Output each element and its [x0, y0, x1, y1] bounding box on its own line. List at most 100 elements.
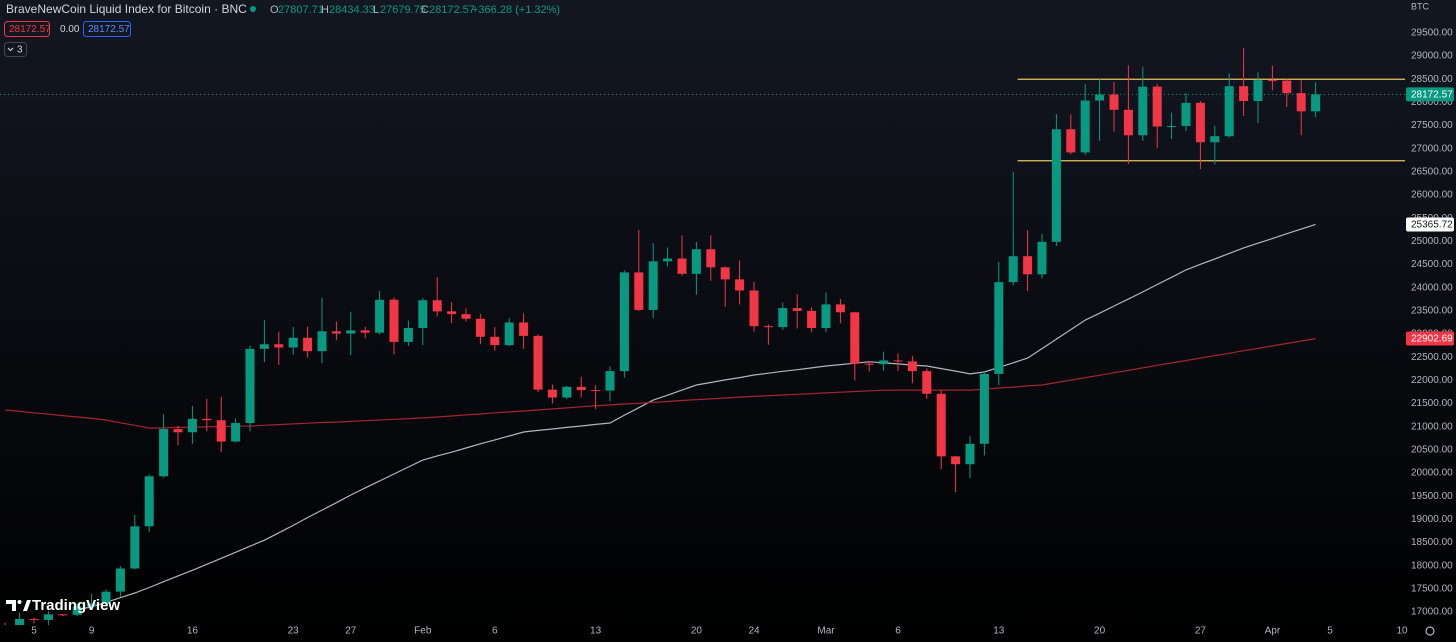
y-tick-label: 17000.00 — [1411, 607, 1453, 618]
candle-body — [447, 311, 457, 315]
plot-area — [0, 48, 1405, 625]
candle-body — [735, 279, 745, 291]
ohlc-value: 27679.75 — [380, 4, 426, 16]
price-tag-label: 22902.69 — [1411, 334, 1453, 345]
x-tick-label: 24 — [748, 626, 760, 637]
candle-body — [1181, 102, 1191, 127]
chart-title: BraveNewCoin Liquid Index for Bitcoin · … — [6, 2, 247, 16]
x-tick-label: 6 — [895, 626, 901, 637]
ohlc-label: C — [421, 4, 429, 16]
candle-body — [576, 386, 586, 391]
x-tick-label: 16 — [187, 626, 199, 637]
candle-body — [389, 299, 399, 342]
candle-body — [691, 249, 701, 274]
candle-body — [1282, 80, 1292, 94]
indicators-count[interactable]: 3 — [17, 45, 23, 56]
indicators-toggle[interactable] — [4, 42, 27, 57]
candle-body — [1123, 109, 1133, 136]
candle-body — [29, 618, 39, 620]
candle-body — [893, 360, 903, 362]
settings-icon[interactable] — [1425, 626, 1435, 636]
candle-body — [432, 300, 442, 312]
candle-body — [1224, 86, 1234, 137]
candle-body — [749, 290, 759, 327]
candle-body — [562, 386, 572, 398]
candle-body — [763, 326, 773, 328]
candle-body — [274, 344, 284, 348]
ohlc-label: L — [373, 4, 379, 16]
buy-price[interactable]: 28172.57 — [88, 24, 130, 35]
y-tick-label: 18500.00 — [1411, 537, 1453, 548]
candle-body — [187, 418, 197, 433]
x-tick-label: 13 — [993, 626, 1005, 637]
moving-average-line — [77, 223, 1316, 611]
candle-body — [835, 304, 845, 313]
candle-body — [360, 330, 370, 333]
y-tick-label: 21500.00 — [1411, 398, 1453, 409]
y-tick-label: 22500.00 — [1411, 352, 1453, 363]
x-tick-label: 27 — [1195, 626, 1207, 637]
ohlc-value: 28434.33 — [329, 4, 375, 16]
candle-body — [1195, 102, 1205, 143]
price-tag — [1406, 87, 1454, 102]
candle-body — [87, 603, 97, 607]
x-tick-label: 6 — [492, 626, 498, 637]
y-tick-label: 26000.00 — [1411, 190, 1453, 201]
candle-body — [1210, 136, 1220, 143]
candle-body — [634, 272, 644, 310]
candle-body — [778, 308, 788, 328]
candle-body — [879, 360, 889, 365]
ohlc-change: +366.28 (+1.32%) — [472, 4, 560, 16]
chevron-icon — [7, 47, 14, 52]
candle-body — [259, 344, 269, 349]
candle-body — [677, 258, 687, 274]
price-tag-label: 28172.57 — [1411, 90, 1453, 101]
x-tick-label: 27 — [345, 626, 357, 637]
sell-button[interactable] — [4, 21, 50, 37]
candle-body — [144, 476, 154, 527]
candle-body — [1066, 129, 1076, 153]
candle-body — [1239, 86, 1249, 102]
candle-body — [619, 272, 629, 372]
candle-body — [72, 606, 82, 615]
candle-body — [173, 429, 183, 433]
candle-body — [1267, 80, 1277, 82]
y-tick-label: 23500.00 — [1411, 306, 1453, 317]
candle-body — [231, 422, 241, 442]
x-tick-label: 5 — [31, 626, 37, 637]
x-tick-label: 23 — [288, 626, 300, 637]
candle-body — [792, 308, 802, 311]
candle-body — [547, 389, 557, 398]
candle-body — [303, 337, 313, 352]
candle-body — [101, 591, 111, 604]
market-status — [250, 6, 256, 12]
y-tick-label: 28500.00 — [1411, 74, 1453, 85]
candle-body — [663, 258, 673, 262]
candle-body — [519, 322, 529, 336]
candle-body — [994, 282, 1004, 374]
ohlc-label: H — [321, 4, 329, 16]
candle-body — [375, 299, 385, 333]
candle-body — [1080, 100, 1090, 153]
y-tick-label: 21000.00 — [1411, 421, 1453, 432]
price-tag — [1406, 331, 1454, 346]
sell-price[interactable]: 28172.57 — [9, 24, 51, 35]
watermark: TradingView — [6, 597, 120, 614]
logo-mark — [6, 600, 16, 611]
logo-mark — [23, 600, 31, 611]
buy-button[interactable] — [83, 21, 131, 37]
candle-body — [288, 337, 298, 348]
candle-body — [1253, 80, 1263, 102]
x-tick-label: 20 — [1094, 626, 1106, 637]
candle-body — [490, 336, 500, 346]
candle-body — [216, 420, 226, 442]
y-tick-label: 19000.00 — [1411, 514, 1453, 525]
y-tick-label: 26500.00 — [1411, 167, 1453, 178]
candle-body — [1023, 256, 1033, 275]
currency-label[interactable]: BTC — [1411, 1, 1430, 11]
y-tick-label: 22000.00 — [1411, 375, 1453, 386]
y-tick-label: 20500.00 — [1411, 445, 1453, 456]
candle-body — [1037, 241, 1047, 275]
candle-body — [159, 429, 169, 477]
price-tag — [1406, 217, 1454, 232]
